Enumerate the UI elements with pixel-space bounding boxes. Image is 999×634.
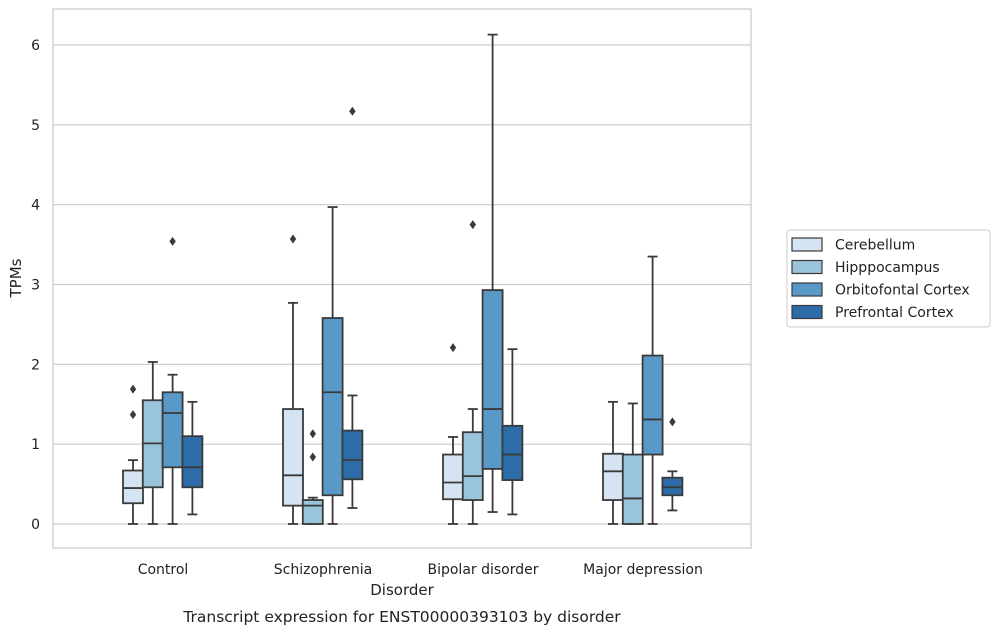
box-cerebellum: [442, 343, 464, 525]
plot-area: [122, 33, 684, 525]
legend-label: Orbitofontal Cortex: [835, 283, 970, 299]
box-iqr: [461, 431, 484, 501]
y-tick-label: 5: [31, 118, 40, 134]
box-prefrontal-cortex: [661, 417, 684, 512]
y-tick-label: 3: [31, 278, 40, 294]
outlier-point: [669, 417, 676, 427]
outlier-point: [449, 343, 457, 353]
box-prefrontal-cortex: [181, 400, 204, 516]
x-axis-label: Disorder: [370, 581, 434, 599]
outlier-point: [129, 410, 137, 420]
box-hipppocampus: [301, 429, 324, 525]
legend-swatch: [791, 259, 823, 275]
box-iqr: [282, 408, 304, 507]
y-axis-ticks: 0 1 2 3 4 5 6: [31, 38, 40, 533]
box-hipppocampus: [461, 220, 484, 525]
box-prefrontal-cortex: [501, 348, 524, 516]
outlier-point: [469, 220, 476, 230]
y-axis-label: TPMs: [7, 258, 25, 298]
legend-label: Hipppocampus: [835, 260, 940, 276]
x-axis-ticks: Control Schizophrenia Bipolar disorder Majo…: [138, 562, 703, 578]
box-iqr: [301, 499, 324, 525]
legend-label: Prefrontal Cortex: [835, 305, 954, 321]
box-hipppocampus: [621, 402, 644, 525]
box-orbitofontal-cortex: [641, 255, 664, 525]
box-orbitofontal-cortex: [481, 33, 504, 513]
outlier-point: [169, 236, 176, 246]
box-iqr: [621, 453, 644, 525]
y-tick-label: 4: [31, 198, 40, 214]
y-tick-label: 2: [31, 357, 40, 373]
outlier-point: [349, 106, 356, 116]
legend-swatch: [791, 237, 823, 252]
box-iqr: [481, 289, 504, 470]
box-iqr: [341, 429, 364, 481]
box-cerebellum: [282, 234, 304, 525]
y-tick-label: 1: [31, 437, 40, 453]
outlier-point: [289, 234, 297, 244]
outlier-point: [129, 384, 137, 394]
box-iqr: [602, 452, 624, 501]
chart-caption: Transcript expression for ENST0000039310…: [182, 608, 621, 626]
x-tick-label: Control: [138, 562, 189, 578]
box-iqr: [501, 424, 524, 481]
x-tick-label: Bipolar disorder: [427, 562, 538, 578]
outlier-point: [309, 452, 316, 462]
legend: Cerebellum Hipppocampus Orbitofontal Corte…: [786, 229, 991, 328]
legend-swatch: [791, 304, 823, 320]
box-iqr: [641, 354, 664, 456]
y-tick-label: 6: [31, 38, 40, 54]
box-orbitofontal-cortex: [321, 206, 344, 525]
y-tick-label: 0: [31, 517, 40, 533]
x-tick-label: Major depression: [583, 562, 703, 578]
box-iqr: [161, 391, 184, 469]
box-cerebellum: [602, 400, 624, 525]
box-cerebellum: [122, 384, 144, 525]
box-hipppocampus: [141, 361, 164, 525]
box-iqr: [442, 453, 464, 501]
x-tick-label: Schizophrenia: [274, 562, 372, 578]
box-orbitofontal-cortex: [161, 236, 184, 525]
box-iqr: [122, 469, 144, 505]
legend-swatch: [791, 282, 823, 297]
legend-label: Cerebellum: [835, 238, 915, 254]
outlier-point: [309, 429, 316, 439]
box-iqr: [321, 317, 344, 497]
legend-frame: [786, 229, 991, 328]
box-prefrontal-cortex: [341, 106, 364, 509]
plot-frame: [52, 8, 752, 549]
box-iqr: [181, 435, 204, 489]
